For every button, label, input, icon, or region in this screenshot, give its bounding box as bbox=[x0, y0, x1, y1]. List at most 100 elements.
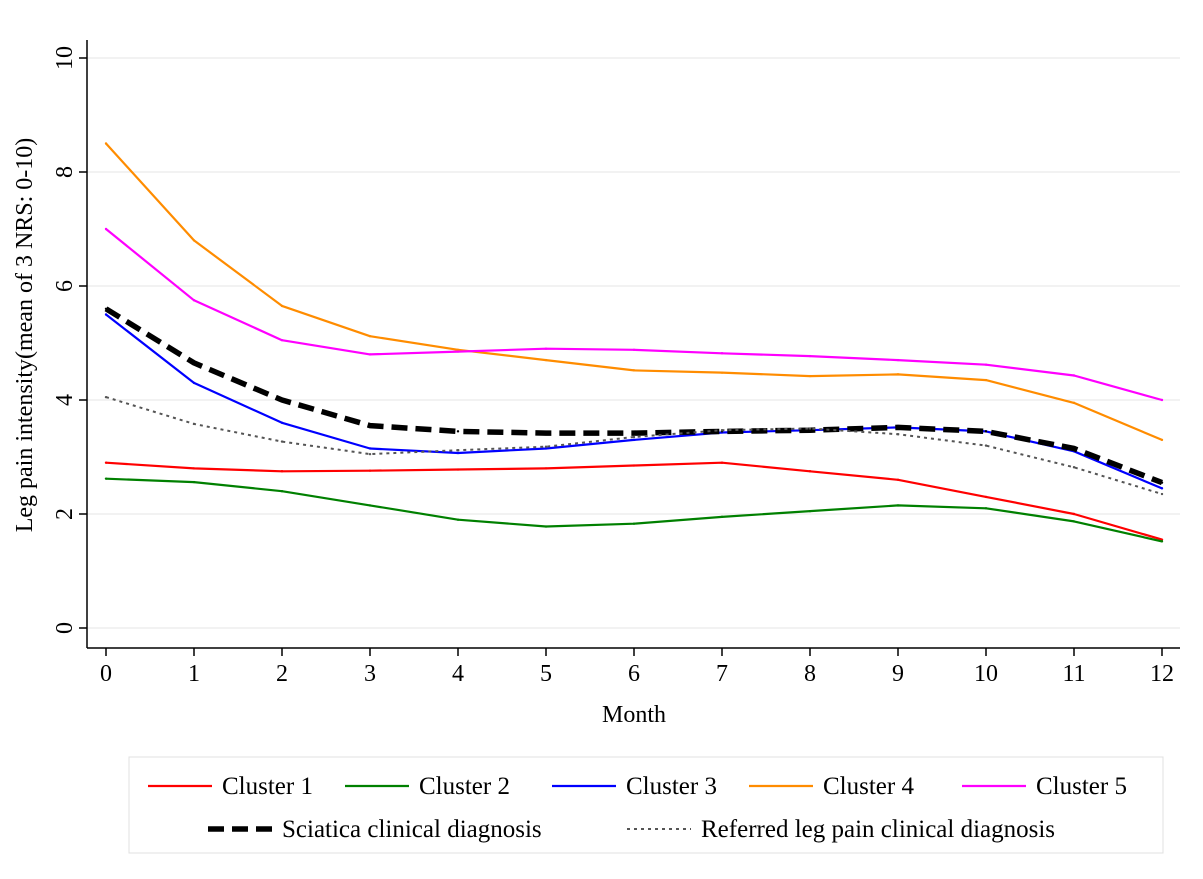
series-point bbox=[1160, 481, 1164, 484]
series-point bbox=[368, 424, 372, 427]
series-point bbox=[984, 444, 988, 447]
series-point bbox=[896, 373, 900, 376]
x-tick-label: 5 bbox=[540, 661, 552, 687]
series-point bbox=[1160, 398, 1164, 402]
series-point bbox=[280, 398, 284, 402]
series-point bbox=[1072, 374, 1076, 377]
series-point bbox=[720, 515, 724, 519]
series-point bbox=[896, 358, 900, 362]
x-tick-label: 1 bbox=[188, 661, 200, 687]
series-point bbox=[1072, 401, 1076, 405]
x-tick-label: 10 bbox=[974, 661, 998, 687]
x-tick-label: 8 bbox=[804, 661, 816, 687]
axes bbox=[79, 40, 1180, 656]
series-point bbox=[808, 374, 812, 378]
series-point bbox=[280, 490, 284, 493]
series-point bbox=[896, 426, 900, 429]
series-point bbox=[544, 447, 548, 450]
series-point bbox=[192, 381, 196, 385]
series-point bbox=[632, 438, 636, 442]
series-point bbox=[808, 509, 812, 513]
series-point bbox=[104, 395, 108, 399]
series-line-2 bbox=[105, 477, 1163, 543]
series-point bbox=[456, 350, 460, 353]
y-tick-label: 6 bbox=[52, 280, 78, 292]
series-line-6 bbox=[104, 306, 1163, 486]
series-point bbox=[984, 495, 988, 499]
x-tick-label: 3 bbox=[364, 661, 376, 687]
series-point bbox=[544, 347, 548, 350]
series-line-3 bbox=[105, 313, 1163, 490]
series-point bbox=[632, 431, 636, 435]
x-axis-title: Month bbox=[602, 702, 666, 728]
y-tick-label: 4 bbox=[52, 394, 78, 406]
series-point bbox=[984, 430, 988, 433]
series-line-7 bbox=[105, 396, 1163, 495]
series-point bbox=[104, 227, 108, 231]
series-point bbox=[368, 353, 372, 356]
legend: Cluster 1 Cluster 2 Cluster 3 Cluster 4 Clus… bbox=[128, 756, 1164, 854]
series-point bbox=[368, 334, 372, 338]
series-point bbox=[280, 338, 284, 342]
legend-label-4: Cluster 4 bbox=[823, 773, 914, 800]
series-point bbox=[104, 307, 108, 310]
series-point bbox=[1160, 540, 1164, 543]
legend-label-5: Cluster 5 bbox=[1036, 773, 1127, 800]
series-line-1 bbox=[105, 461, 1163, 541]
series-point bbox=[896, 504, 900, 507]
y-tick-label: 2 bbox=[52, 508, 78, 520]
series-point bbox=[192, 361, 196, 365]
series-point bbox=[720, 429, 724, 432]
series-point bbox=[192, 422, 196, 426]
series-point bbox=[104, 142, 108, 145]
series-point bbox=[368, 447, 372, 450]
series-point bbox=[984, 378, 988, 382]
series-point bbox=[192, 239, 196, 242]
x-tick-label: 0 bbox=[100, 661, 112, 687]
series-point bbox=[192, 299, 196, 302]
series-point bbox=[104, 477, 108, 480]
series-point bbox=[896, 433, 900, 436]
series-point bbox=[456, 448, 460, 452]
legend-box bbox=[128, 756, 1164, 854]
series-point bbox=[984, 363, 988, 366]
series-point bbox=[104, 461, 108, 464]
series-point bbox=[632, 464, 636, 467]
series-point bbox=[104, 313, 108, 316]
series-point bbox=[720, 371, 724, 374]
series-point bbox=[544, 467, 548, 470]
series-point bbox=[632, 435, 636, 439]
series-point bbox=[192, 480, 196, 484]
series-point bbox=[1160, 492, 1164, 496]
series-point bbox=[192, 467, 196, 470]
series-point bbox=[280, 440, 284, 443]
series-point bbox=[544, 445, 548, 448]
series-point bbox=[808, 470, 812, 473]
series-point bbox=[720, 461, 724, 464]
x-tick-label: 2 bbox=[276, 661, 288, 687]
series-point bbox=[544, 525, 548, 528]
y-tick-label: 10 bbox=[52, 46, 78, 70]
series-point bbox=[368, 504, 372, 507]
legend-label-3: Cluster 3 bbox=[626, 773, 717, 800]
series-line-5 bbox=[105, 228, 1163, 402]
series-point bbox=[368, 452, 372, 456]
x-tick-label: 9 bbox=[892, 661, 904, 687]
series-point bbox=[280, 421, 284, 424]
series-point bbox=[456, 348, 460, 352]
series-point bbox=[456, 468, 460, 471]
y-tick-label: 8 bbox=[52, 166, 78, 178]
grid-lines bbox=[87, 57, 1180, 629]
series-point bbox=[456, 430, 460, 433]
series-point bbox=[280, 304, 284, 308]
legend-label-2: Cluster 2 bbox=[419, 773, 510, 800]
series-point bbox=[632, 348, 636, 352]
series-point bbox=[896, 478, 900, 481]
series-point bbox=[808, 429, 812, 432]
series-point bbox=[1160, 487, 1164, 490]
series-point bbox=[632, 522, 636, 525]
series-point bbox=[456, 451, 460, 455]
series-point bbox=[368, 469, 372, 472]
